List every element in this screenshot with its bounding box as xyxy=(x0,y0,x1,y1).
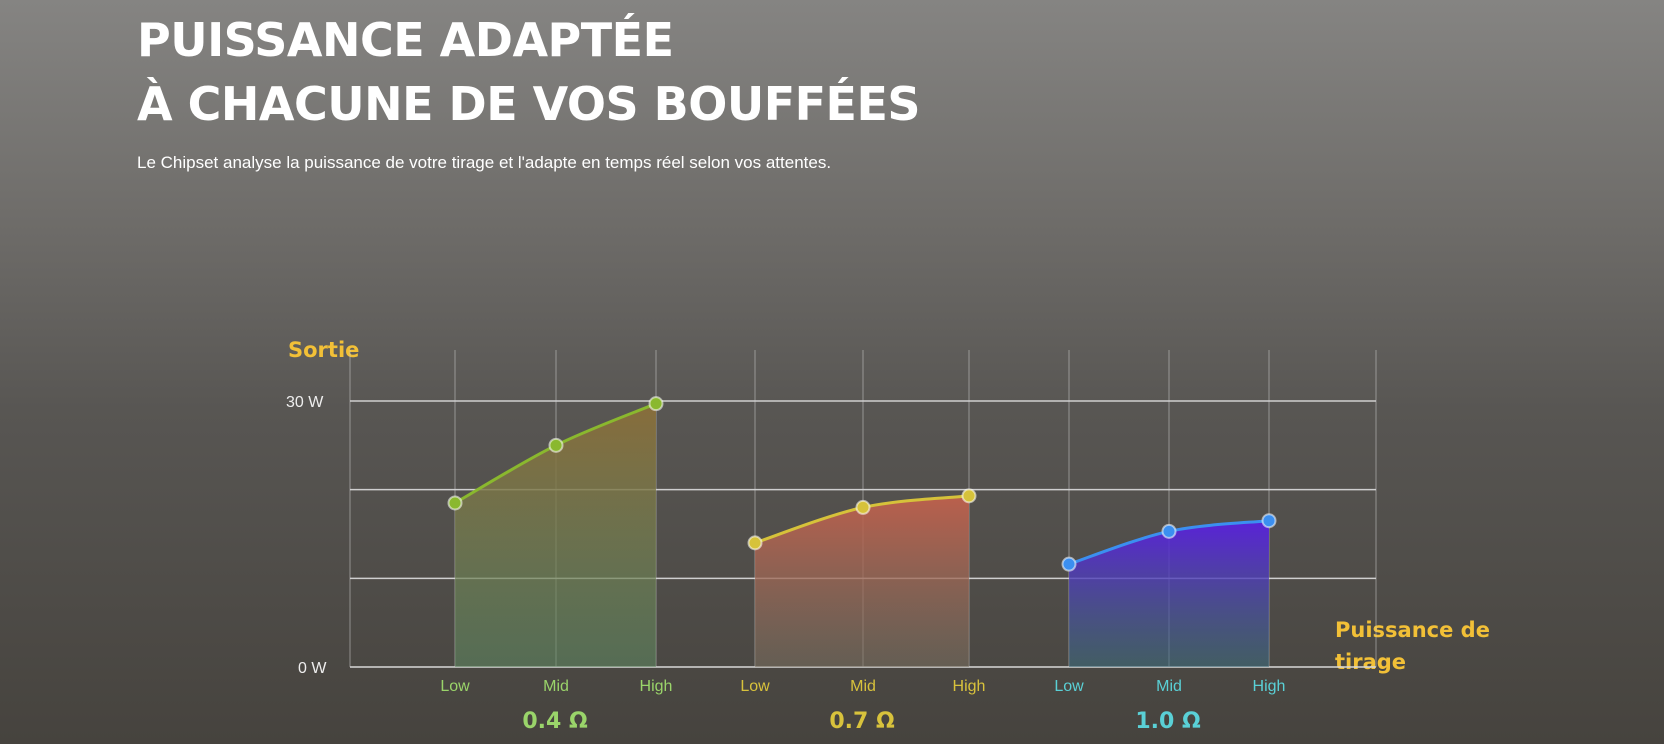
series-label: 0.4 Ω xyxy=(522,709,588,734)
x-tick-label: Mid xyxy=(850,678,876,695)
x-axis-title: Puissance de tirage xyxy=(1335,618,1490,674)
data-point xyxy=(961,488,977,504)
title-line-2: À CHACUNE DE VOS BOUFFÉES xyxy=(137,77,921,131)
series-area xyxy=(1069,520,1269,667)
series-area xyxy=(755,495,969,667)
x-tick-label: Low xyxy=(440,678,470,695)
data-point xyxy=(1061,556,1077,572)
y-tick-label: 0 W xyxy=(298,660,327,677)
page-subtitle: Le Chipset analyse la puissance de votre… xyxy=(137,153,832,172)
title-line-1: PUISSANCE ADAPTÉE xyxy=(137,13,674,67)
y-tick-label: 30 W xyxy=(286,394,324,411)
data-point xyxy=(447,495,463,511)
x-tick-label: Low xyxy=(1054,678,1084,695)
data-point xyxy=(1161,523,1177,539)
x-tick-label: High xyxy=(953,678,986,695)
data-point xyxy=(1261,513,1277,529)
series-label: 1.0 Ω xyxy=(1135,709,1201,734)
data-point xyxy=(855,499,871,515)
x-tick-label: Mid xyxy=(543,678,569,695)
data-point xyxy=(747,535,763,551)
data-point xyxy=(648,396,664,412)
series-label: 0.7 Ω xyxy=(829,709,895,734)
y-axis-title: Sortie xyxy=(288,338,360,362)
x-tick-label: Mid xyxy=(1156,678,1182,695)
x-tick-label: High xyxy=(640,678,673,695)
page-title: PUISSANCE ADAPTÉE À CHACUNE DE VOS BOUFF… xyxy=(137,8,921,136)
x-tick-label: Low xyxy=(740,678,770,695)
series-area xyxy=(455,403,656,667)
data-point xyxy=(548,437,564,453)
x-tick-label: High xyxy=(1253,678,1286,695)
